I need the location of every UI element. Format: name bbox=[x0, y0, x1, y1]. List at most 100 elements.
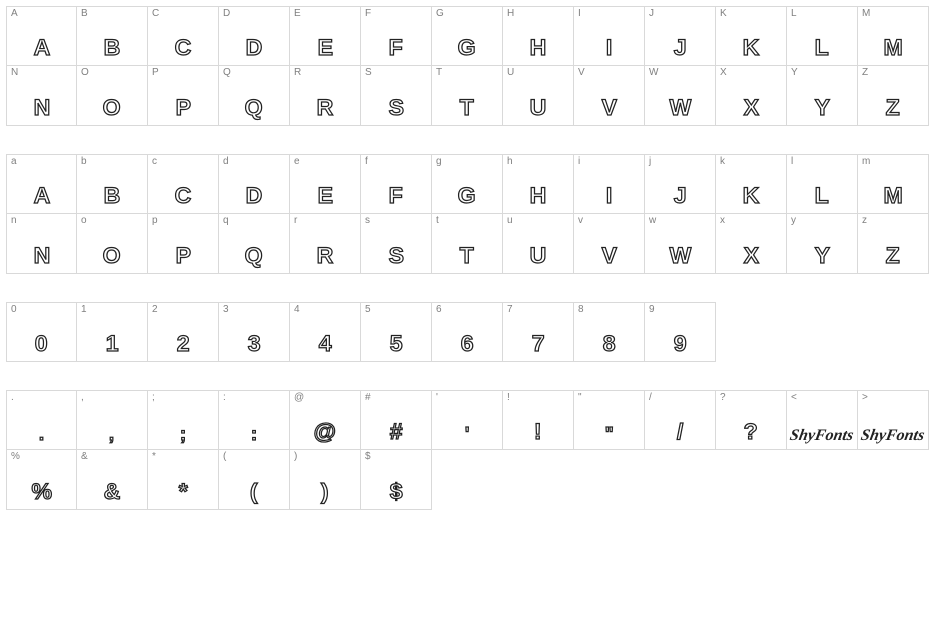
glyph-preview: E bbox=[290, 171, 360, 209]
cell-label: h bbox=[507, 157, 513, 167]
cell-label: 0 bbox=[11, 305, 17, 315]
glyph-preview: ( bbox=[219, 467, 289, 505]
glyph-preview: J bbox=[645, 23, 715, 61]
glyph-preview: Q bbox=[219, 83, 289, 121]
glyph-cell: tT bbox=[432, 214, 503, 274]
glyph-cell: NN bbox=[6, 66, 77, 126]
cell-label: l bbox=[791, 157, 793, 167]
cell-label: ) bbox=[294, 452, 297, 462]
glyph-cell: eE bbox=[290, 154, 361, 214]
cell-label: t bbox=[436, 216, 439, 226]
cell-label: 8 bbox=[578, 305, 584, 315]
cell-label: g bbox=[436, 157, 442, 167]
glyph-preview: ! bbox=[503, 407, 573, 445]
glyph-cell: vV bbox=[574, 214, 645, 274]
glyph-cell: 55 bbox=[361, 302, 432, 362]
glyph-preview: X bbox=[716, 231, 786, 269]
glyph-cell: fF bbox=[361, 154, 432, 214]
glyph-cell: JJ bbox=[645, 6, 716, 66]
glyph-preview: H bbox=[503, 23, 573, 61]
cell-label: S bbox=[365, 68, 372, 78]
glyph-preview: ShyFonts bbox=[787, 407, 857, 445]
glyph-cell: lL bbox=[787, 154, 858, 214]
cell-label: ? bbox=[720, 393, 726, 403]
glyph-cell: $$ bbox=[361, 450, 432, 510]
glyph-cell: bB bbox=[77, 154, 148, 214]
glyph-cell: uU bbox=[503, 214, 574, 274]
glyph-cell: pP bbox=[148, 214, 219, 274]
glyph-cell: %% bbox=[6, 450, 77, 510]
glyph-cell: HH bbox=[503, 6, 574, 66]
glyph-preview: Y bbox=[787, 83, 857, 121]
cell-label: M bbox=[862, 9, 870, 19]
glyph-block: 00112233445566778899 bbox=[6, 302, 932, 362]
cell-label: 1 bbox=[81, 305, 87, 315]
glyph-cell: ?? bbox=[716, 390, 787, 450]
glyph-block: AABBCCDDEEFFGGHHIIJJKKLLMMNNOOPPQQRRSSTT… bbox=[6, 6, 932, 126]
cell-label: j bbox=[649, 157, 651, 167]
glyph-preview: 6 bbox=[432, 319, 502, 357]
glyph-cell: BB bbox=[77, 6, 148, 66]
glyph-preview: G bbox=[432, 23, 502, 61]
glyph-cell: KK bbox=[716, 6, 787, 66]
glyph-cell: MM bbox=[858, 6, 929, 66]
glyph-cell: OO bbox=[77, 66, 148, 126]
glyph-cell: kK bbox=[716, 154, 787, 214]
glyph-cell: YY bbox=[787, 66, 858, 126]
glyph-cell: // bbox=[645, 390, 716, 450]
glyph-cell: qQ bbox=[219, 214, 290, 274]
glyph-preview: O bbox=[77, 231, 147, 269]
cell-label: , bbox=[81, 393, 84, 403]
cell-label: 3 bbox=[223, 305, 229, 315]
glyph-cell: UU bbox=[503, 66, 574, 126]
cell-label: x bbox=[720, 216, 725, 226]
glyph-preview: T bbox=[432, 83, 502, 121]
cell-label: I bbox=[578, 9, 581, 19]
cell-label: H bbox=[507, 9, 514, 19]
glyph-preview: L bbox=[787, 171, 857, 209]
glyph-preview: R bbox=[290, 231, 360, 269]
glyph-row: nNoOpPqQrRsStTuUvVwWxXyYzZ bbox=[6, 214, 932, 274]
cell-label: v bbox=[578, 216, 583, 226]
cell-label: a bbox=[11, 157, 17, 167]
cell-label: D bbox=[223, 9, 230, 19]
glyph-cell: "" bbox=[574, 390, 645, 450]
cell-label: A bbox=[11, 9, 18, 19]
glyph-preview: P bbox=[148, 83, 218, 121]
glyph-cell: WW bbox=[645, 66, 716, 126]
cell-label: 5 bbox=[365, 305, 371, 315]
glyph-cell: EE bbox=[290, 6, 361, 66]
glyph-cell: iI bbox=[574, 154, 645, 214]
cell-label: p bbox=[152, 216, 158, 226]
glyph-cell: )) bbox=[290, 450, 361, 510]
cell-label: ( bbox=[223, 452, 226, 462]
glyph-cell: mM bbox=[858, 154, 929, 214]
glyph-row: aAbBcCdDeEfFgGhHiIjJkKlLmM bbox=[6, 154, 932, 214]
cell-label: K bbox=[720, 9, 727, 19]
cell-label: y bbox=[791, 216, 796, 226]
cell-label: X bbox=[720, 68, 727, 78]
glyph-preview: G bbox=[432, 171, 502, 209]
glyph-cell: && bbox=[77, 450, 148, 510]
glyph-cell: :: bbox=[219, 390, 290, 450]
glyph-preview: K bbox=[716, 171, 786, 209]
glyph-cell: gG bbox=[432, 154, 503, 214]
glyph-preview: S bbox=[361, 231, 431, 269]
glyph-cell: oO bbox=[77, 214, 148, 274]
cell-label: ' bbox=[436, 393, 438, 403]
glyph-preview: 3 bbox=[219, 319, 289, 357]
glyph-preview: E bbox=[290, 23, 360, 61]
glyph-preview: 8 bbox=[574, 319, 644, 357]
glyph-preview: H bbox=[503, 171, 573, 209]
cell-label: T bbox=[436, 68, 442, 78]
cell-label: E bbox=[294, 9, 301, 19]
glyph-block: aAbBcCdDeEfFgGhHiIjJkKlLmMnNoOpPqQrRsStT… bbox=[6, 154, 932, 274]
glyph-cell: aA bbox=[6, 154, 77, 214]
glyph-preview: # bbox=[361, 407, 431, 445]
cell-label: r bbox=[294, 216, 297, 226]
cell-label: . bbox=[11, 393, 14, 403]
glyph-preview: F bbox=[361, 23, 431, 61]
glyph-cell: II bbox=[574, 6, 645, 66]
cell-label: O bbox=[81, 68, 89, 78]
cell-label: : bbox=[223, 393, 226, 403]
